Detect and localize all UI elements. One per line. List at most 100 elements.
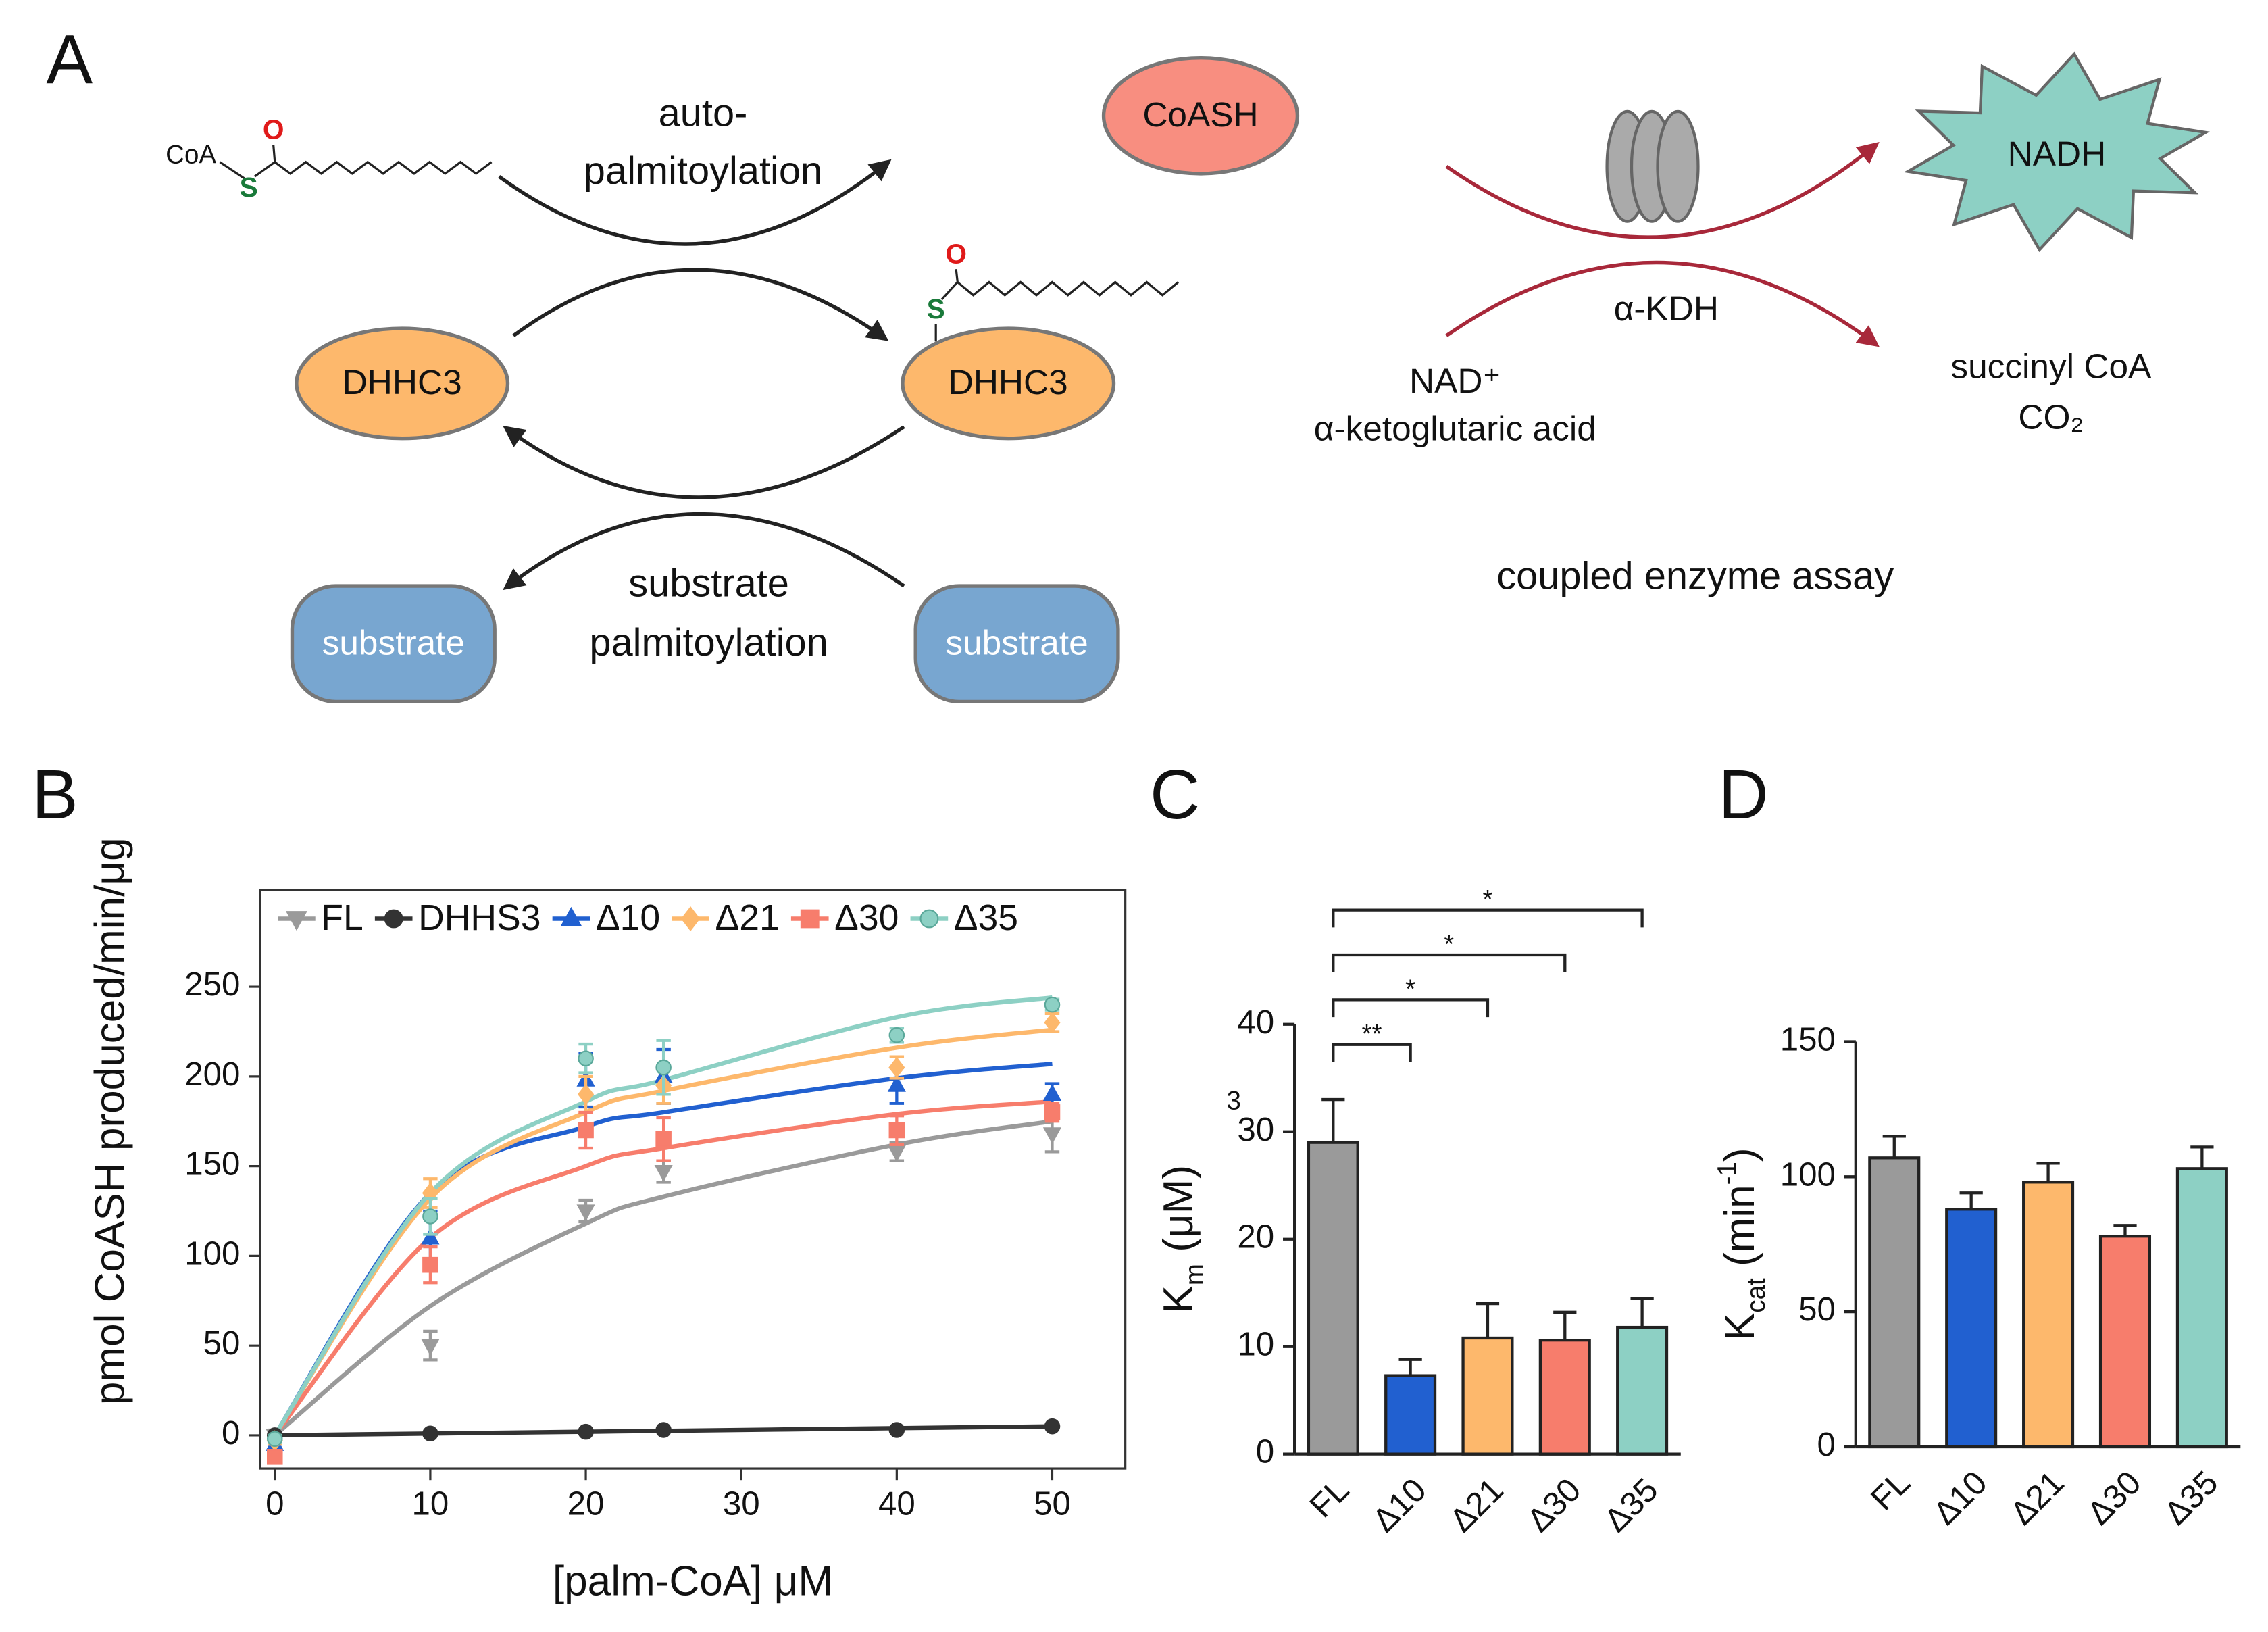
marker <box>422 1208 438 1225</box>
error-bar <box>1553 1310 1577 1341</box>
error-bar <box>1321 1097 1345 1143</box>
label: CoASH <box>1142 95 1258 134</box>
y-axis-label: pmol CoASH produced/min/μg <box>86 837 133 1405</box>
marker <box>422 1256 438 1273</box>
chain <box>274 160 493 175</box>
legend-label: Δ35 <box>954 898 1018 938</box>
legend-label: Δ30 <box>834 898 899 938</box>
marker <box>655 1422 672 1438</box>
legend-label: Δ21 <box>715 898 779 938</box>
label: O <box>945 239 967 270</box>
marker <box>888 1422 905 1438</box>
y-axis-label-part: m <box>1180 1264 1209 1285</box>
marker <box>578 1423 594 1440</box>
bar <box>1384 1374 1437 1456</box>
y-axis-label-part: cat <box>1742 1278 1771 1313</box>
x-tick-label: 0 <box>266 1485 284 1523</box>
x-tick-label: Δ35 <box>2157 1464 2225 1532</box>
substrate-node <box>913 584 1120 704</box>
error-bar <box>1630 1297 1654 1328</box>
x-axis-label: [palm-CoA] μM <box>553 1558 833 1605</box>
significance-label: ** <box>1361 1020 1382 1049</box>
x-tick-label: FL <box>1863 1464 1917 1518</box>
marker <box>578 1083 595 1106</box>
label: α-KDH <box>1614 289 1719 328</box>
y-tick-label: 200 <box>184 1056 240 1093</box>
y-tick-label: 20 <box>1237 1218 1274 1256</box>
y-tick-label: 30 <box>1237 1111 1274 1148</box>
marker <box>655 1059 672 1076</box>
arrow <box>498 159 892 246</box>
marker <box>266 1431 283 1448</box>
error-bar <box>2190 1145 2214 1169</box>
x-tick-label: Δ10 <box>1365 1471 1434 1539</box>
panel-label: B <box>32 756 78 833</box>
error-bar <box>1882 1135 1906 1158</box>
y-axis-label-part: (min <box>1717 1185 1763 1278</box>
significance-bracket <box>1332 998 1490 1018</box>
arrow <box>512 268 889 341</box>
arrow <box>1445 142 1880 239</box>
error-bar <box>2036 1162 2060 1183</box>
substrate-node <box>290 584 497 704</box>
y-tick-label: 250 <box>184 966 240 1003</box>
significance-bracket <box>1332 1043 1412 1062</box>
nadh-node <box>1903 51 2211 253</box>
dhhc-node <box>295 326 510 441</box>
legend-label: Δ10 <box>596 898 660 938</box>
label: O <box>263 114 284 145</box>
bar <box>1868 1156 1921 1449</box>
marker <box>560 906 582 926</box>
significance-label: * <box>1405 975 1415 1004</box>
y-axis-label: Km (μM) <box>1156 1165 1209 1314</box>
marker <box>576 1204 595 1222</box>
marker <box>1044 1012 1061 1033</box>
bar <box>1616 1325 1669 1456</box>
diagram <box>219 142 1880 591</box>
annotation: 3 <box>1227 1087 1241 1116</box>
panel-label: D <box>1718 756 1768 833</box>
marker <box>578 1122 594 1139</box>
marker <box>422 1425 438 1442</box>
x-tick-label: Δ35 <box>1597 1471 1665 1539</box>
label: substrate <box>945 622 1088 662</box>
bar <box>1307 1141 1359 1456</box>
marker <box>919 909 939 929</box>
marker <box>887 1145 906 1162</box>
marker <box>1044 1418 1061 1435</box>
x-tick-label: 50 <box>1034 1485 1071 1523</box>
marker <box>888 1027 905 1043</box>
coash-node <box>1101 55 1300 176</box>
panel-label: A <box>47 20 93 98</box>
marker <box>1042 1127 1062 1144</box>
panel-label: C <box>1150 756 1200 833</box>
y-axis-label-part: K <box>1156 1285 1203 1313</box>
bar <box>1538 1339 1591 1456</box>
y-tick-label: 0 <box>1817 1426 1835 1463</box>
legend-label: DHHS3 <box>418 898 540 938</box>
x-tick-label: 10 <box>412 1485 449 1523</box>
label: CO₂ <box>2018 397 2084 436</box>
marker <box>888 1056 905 1079</box>
marker <box>421 1339 440 1356</box>
significance-label: * <box>1482 885 1492 914</box>
marker <box>655 1131 672 1147</box>
y-tick-label: 50 <box>203 1325 241 1362</box>
fit-line <box>273 995 1053 1437</box>
label: CoA <box>166 140 216 169</box>
bond <box>219 161 247 180</box>
x-tick-label: 30 <box>723 1485 760 1523</box>
plot-frame <box>259 889 1127 1470</box>
fit-line <box>273 1099 1053 1437</box>
fit-line <box>274 1424 1053 1438</box>
y-tick-label: 100 <box>184 1235 240 1272</box>
enzyme <box>1656 109 1700 223</box>
y-axis-label-part: K <box>1717 1313 1763 1341</box>
x-tick-label: Δ30 <box>1520 1471 1588 1539</box>
arrow <box>503 512 905 591</box>
error-bar <box>1476 1302 1500 1338</box>
label: substrate <box>322 622 465 662</box>
legend-label: FL <box>321 898 363 938</box>
label: NAD⁺ <box>1409 361 1501 400</box>
